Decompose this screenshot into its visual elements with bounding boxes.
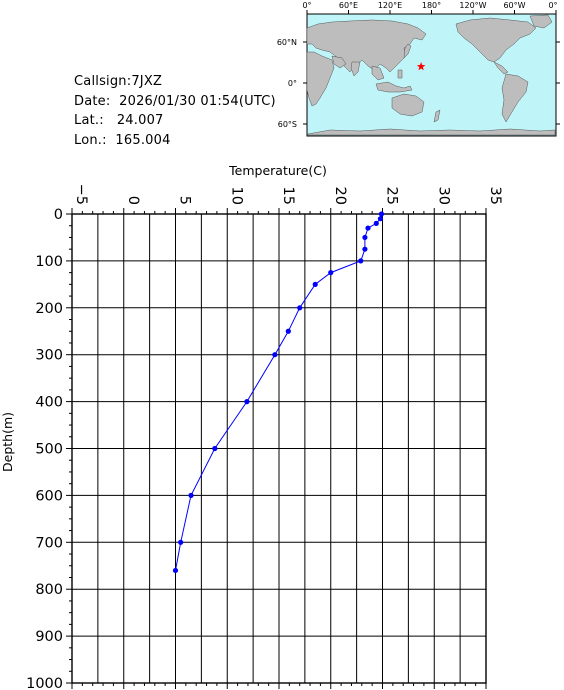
profile-point bbox=[297, 305, 303, 311]
plot-frame bbox=[71, 213, 487, 684]
map-lat-label-60s: 60°S bbox=[278, 120, 297, 129]
y-tick-label: 600 bbox=[35, 488, 63, 504]
profile-point bbox=[373, 220, 379, 226]
x-tick-label: 20 bbox=[332, 187, 348, 205]
station-info: Callsign:7JXZ Date: 2026/01/30 01:54(UTC… bbox=[74, 72, 276, 150]
y-tick-label: 1000 bbox=[26, 676, 63, 690]
map-lon-label-60w: 60°W bbox=[503, 1, 525, 10]
profile-point bbox=[285, 328, 291, 334]
x-tick-label: 30 bbox=[435, 187, 451, 205]
y-tick-label: 700 bbox=[35, 535, 63, 551]
land-north-america bbox=[455, 17, 537, 63]
map-lon-ticks bbox=[306, 10, 557, 14]
land-eurasia bbox=[306, 19, 427, 73]
y-tick-label: 300 bbox=[35, 348, 63, 364]
profile-point bbox=[172, 567, 179, 574]
lon-value: 165.004 bbox=[115, 132, 171, 148]
profile-point bbox=[272, 352, 278, 358]
date-row: Date: 2026/01/30 01:54(UTC) bbox=[74, 92, 276, 112]
profile-point bbox=[377, 216, 384, 222]
profile-point bbox=[328, 270, 334, 276]
y-tick-label: 800 bbox=[35, 582, 63, 598]
callsign-label: Callsign: bbox=[74, 74, 132, 89]
map-lon-label-60e: 60°E bbox=[339, 1, 358, 10]
profile-point bbox=[358, 258, 364, 264]
map-lon-label-0-end: 0° bbox=[548, 1, 557, 10]
map-lat-label-0: 0° bbox=[288, 79, 297, 88]
profile-point bbox=[365, 225, 371, 231]
map-land bbox=[306, 14, 556, 136]
profile-point bbox=[378, 211, 385, 217]
y-tick-label: 200 bbox=[35, 301, 63, 317]
map-lat-ticks bbox=[303, 41, 560, 125]
callsign-row: Callsign:7JXZ bbox=[74, 72, 276, 92]
lat-value: 24.007 bbox=[116, 113, 164, 128]
profile-point bbox=[244, 399, 250, 405]
x-tick-label: −5 bbox=[73, 184, 89, 205]
y-tick-label: 400 bbox=[35, 395, 63, 411]
land-africa bbox=[306, 51, 335, 107]
land-australia bbox=[391, 93, 425, 117]
land-new-zealand bbox=[433, 109, 441, 123]
map-lat-labels: 60°N 0° 60°S bbox=[277, 38, 297, 129]
map-top-labels: 0° 60°E 120°E 180° 120°W 60°W 0° bbox=[302, 1, 557, 10]
map-lon-label-120w: 120°W bbox=[459, 1, 486, 10]
y-tick-label: 900 bbox=[35, 629, 63, 645]
x-tick-label: 5 bbox=[177, 196, 193, 205]
lon-label: Lon.: bbox=[74, 132, 107, 148]
land-india bbox=[350, 61, 361, 77]
y-tick-label: 500 bbox=[35, 442, 63, 458]
land-se-asia bbox=[371, 65, 385, 81]
y-axis-title: Depth(m) bbox=[0, 412, 15, 472]
land-philippines bbox=[397, 69, 403, 79]
x-tick-label: 10 bbox=[228, 187, 244, 205]
x-axis-title: Temperature(C) bbox=[228, 163, 327, 178]
y-tick-label: 100 bbox=[35, 254, 63, 270]
lat-row: Lat.: 24.007 bbox=[74, 111, 276, 131]
x-tick-label: 25 bbox=[384, 187, 400, 205]
lat-label: Lat.: bbox=[74, 113, 104, 128]
profile-point bbox=[362, 246, 368, 252]
map-lon-label-0: 0° bbox=[302, 1, 311, 10]
land-arabia bbox=[331, 55, 347, 69]
map-lon-label-120e: 120°E bbox=[378, 1, 402, 10]
star-icon bbox=[416, 62, 426, 71]
land-south-america bbox=[501, 73, 529, 123]
profile-point bbox=[178, 539, 184, 545]
profile-point bbox=[188, 492, 194, 498]
profile-point bbox=[362, 234, 368, 241]
land-greenland bbox=[529, 14, 553, 29]
land-indonesia bbox=[375, 81, 413, 93]
map-lat-label-60n: 60°N bbox=[277, 38, 297, 47]
map-lon-label-180: 180° bbox=[422, 1, 441, 10]
lon-row: Lon.: 165.004 bbox=[74, 131, 276, 151]
land-central-america bbox=[493, 61, 509, 75]
land-japan bbox=[403, 43, 412, 59]
x-tick-labels: −5 0 5 10 15 20 25 30 35 bbox=[73, 184, 503, 205]
grid-lines bbox=[71, 213, 487, 684]
profile-point bbox=[212, 445, 218, 452]
y-tick-labels: 0 100 200 300 400 500 600 700 800 900 1000 bbox=[26, 207, 63, 690]
callsign-value: 7JXZ bbox=[131, 74, 163, 89]
x-tick-label: 15 bbox=[280, 187, 296, 205]
x-tick-label: 35 bbox=[487, 187, 503, 205]
profile-points bbox=[172, 211, 385, 574]
land-antarctica bbox=[307, 128, 556, 136]
profile-chart: Temperature(C) Depth(m) −5 0 5 10 15 20 25 30 35… bbox=[0, 163, 503, 690]
date-label: Date: bbox=[74, 93, 111, 109]
y-tick-label: 0 bbox=[54, 207, 63, 223]
world-map: 0° 60°E 120°E 180° 120°W 60°W 0° 60°N 0°… bbox=[277, 1, 560, 137]
date-value: 2026/01/30 01:54(UTC) bbox=[119, 93, 276, 109]
x-tick-label: 0 bbox=[125, 196, 141, 205]
profile-point bbox=[312, 281, 318, 287]
